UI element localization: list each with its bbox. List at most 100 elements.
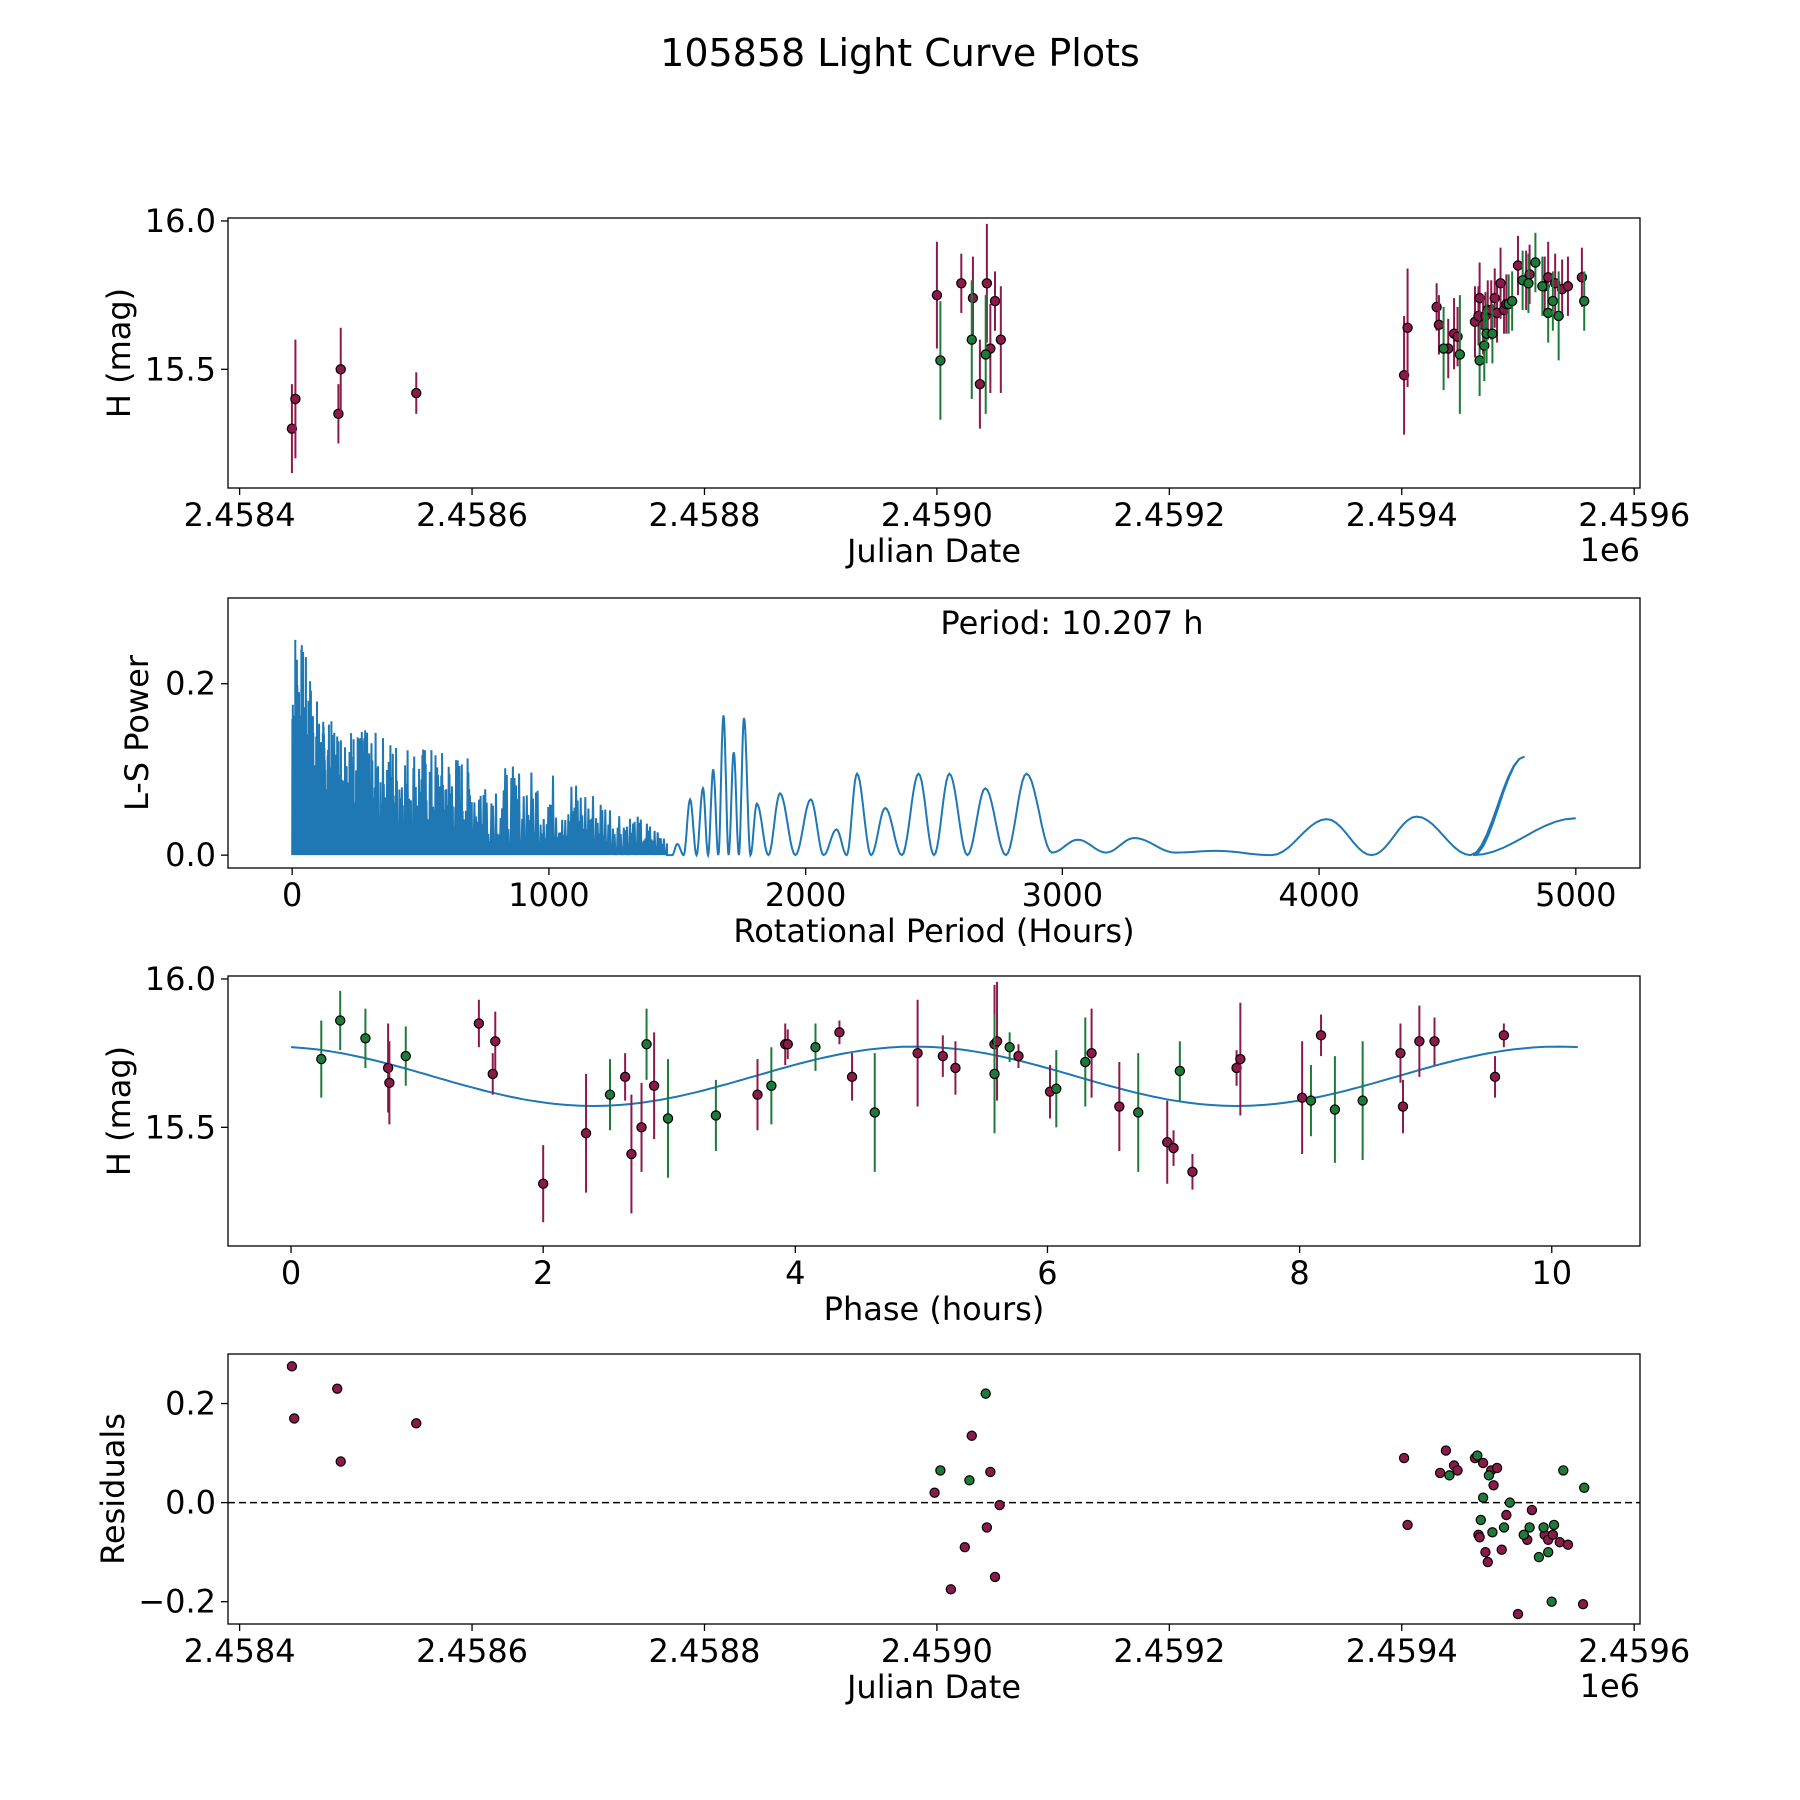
data-point <box>662 1113 674 1124</box>
data-point <box>1487 1527 1498 1538</box>
y-tick-label: 15.5 <box>145 1108 216 1146</box>
data-point <box>834 1027 845 1038</box>
data-point <box>950 1062 961 1074</box>
data-point <box>335 364 346 375</box>
data-point <box>1506 295 1518 307</box>
y-tick-label: 0.0 <box>165 836 216 874</box>
data-point <box>1235 1053 1246 1065</box>
data-point <box>981 278 993 289</box>
data-point <box>473 1018 485 1029</box>
residuals-xlabel: Julian Date <box>845 1668 1021 1706</box>
periodogram-marks <box>291 639 1576 859</box>
model-curve <box>290 1045 1578 1108</box>
x-tick-label: 2.4596 <box>1578 496 1690 534</box>
data-point <box>1547 295 1559 307</box>
x-tick-label: 2.4592 <box>1113 496 1225 534</box>
data-point <box>1474 292 1485 304</box>
panel-periodogram: 0 1000 2000 3000 4000 5000 0.0 0.2 Period: 10.2… <box>118 597 1641 950</box>
data-point <box>1051 1083 1062 1094</box>
x-tick-label: 2.4592 <box>1113 1632 1225 1670</box>
data-point <box>1398 370 1410 381</box>
data-point <box>1538 1522 1549 1533</box>
data-point <box>752 1089 763 1100</box>
data-point <box>945 1584 957 1595</box>
data-point <box>956 278 967 289</box>
data-point <box>967 292 979 304</box>
data-point <box>1402 322 1413 333</box>
data-point <box>1438 343 1449 354</box>
data-point <box>1433 319 1445 331</box>
x-tick-label: 2.4588 <box>648 1632 760 1670</box>
data-point <box>980 349 991 360</box>
data-point <box>1477 1457 1489 1469</box>
data-point <box>1487 328 1498 339</box>
data-point <box>974 378 986 390</box>
data-point <box>1434 1467 1446 1479</box>
data-point <box>1168 1142 1179 1154</box>
data-point <box>1488 1480 1499 1491</box>
data-point <box>1398 1452 1410 1464</box>
data-point <box>626 1148 637 1160</box>
panel-residuals: 2.4584 2.4586 2.4588 2.4590 2.4592 2.4594 2.45… <box>94 1353 1690 1706</box>
data-point <box>648 1080 660 1091</box>
y-tick-label: 0.2 <box>165 1385 216 1423</box>
data-point <box>1537 281 1548 292</box>
data-point <box>1512 260 1524 271</box>
data-point <box>1542 307 1554 319</box>
data-point <box>989 1571 1001 1583</box>
data-point <box>1004 1042 1015 1053</box>
periodogram-annotation: Period: 10.207 h <box>940 604 1203 642</box>
data-point <box>1440 1445 1452 1456</box>
lightcurve-ylabel: H (mag) <box>100 288 138 418</box>
phased-marks <box>290 981 1578 1223</box>
x-tick-label: 2.4594 <box>1346 1632 1458 1670</box>
data-point <box>1475 1514 1486 1526</box>
data-point <box>1474 1532 1485 1543</box>
data-point <box>810 1042 821 1053</box>
x-tick-label: 2 <box>533 1254 553 1292</box>
figure-title: 105858 Light Curve Plots <box>660 31 1140 75</box>
data-point <box>912 1047 923 1059</box>
data-point <box>980 1388 991 1399</box>
y-tick-label: 16.0 <box>145 202 216 240</box>
data-point <box>360 1033 371 1044</box>
data-point <box>1296 1092 1308 1103</box>
data-point <box>1162 1136 1173 1148</box>
data-point <box>1553 310 1564 322</box>
data-point <box>1482 1556 1493 1568</box>
data-point <box>411 1418 422 1429</box>
data-point <box>1454 349 1466 360</box>
data-point <box>487 1068 498 1080</box>
data-point <box>1474 355 1485 366</box>
y-tick-label: 16.0 <box>145 960 216 998</box>
data-point <box>1395 1047 1406 1059</box>
data-point <box>1548 1519 1560 1531</box>
data-point <box>935 355 946 366</box>
data-point <box>966 1430 977 1441</box>
data-point <box>1402 1519 1413 1531</box>
data-point <box>1452 1465 1463 1476</box>
data-point <box>989 295 1001 307</box>
data-point <box>641 1039 652 1050</box>
data-point <box>1495 278 1506 289</box>
x-tick-label: 2.4590 <box>881 496 993 534</box>
data-point <box>981 1522 993 1533</box>
data-point <box>1496 1544 1507 1555</box>
data-point <box>1133 1107 1144 1118</box>
residuals-offset-label: 1e6 <box>1580 1667 1640 1705</box>
data-point <box>1397 1101 1409 1112</box>
data-point <box>869 1107 880 1118</box>
data-point <box>1562 1539 1574 1550</box>
data-point <box>1526 1504 1538 1516</box>
data-point <box>289 1413 300 1424</box>
data-point <box>286 1361 298 1372</box>
x-tick-label: 3000 <box>1022 876 1103 914</box>
data-point <box>937 1050 949 1062</box>
x-tick-label: 4 <box>785 1254 805 1292</box>
data-point <box>400 1050 411 1062</box>
residuals-ticks: 2.4584 2.4586 2.4588 2.4590 2.4592 2.4594 2.45… <box>138 1385 1690 1670</box>
data-point <box>966 334 977 345</box>
x-tick-label: 0 <box>281 1254 301 1292</box>
data-point <box>1305 1095 1317 1106</box>
data-point <box>1080 1056 1091 1068</box>
